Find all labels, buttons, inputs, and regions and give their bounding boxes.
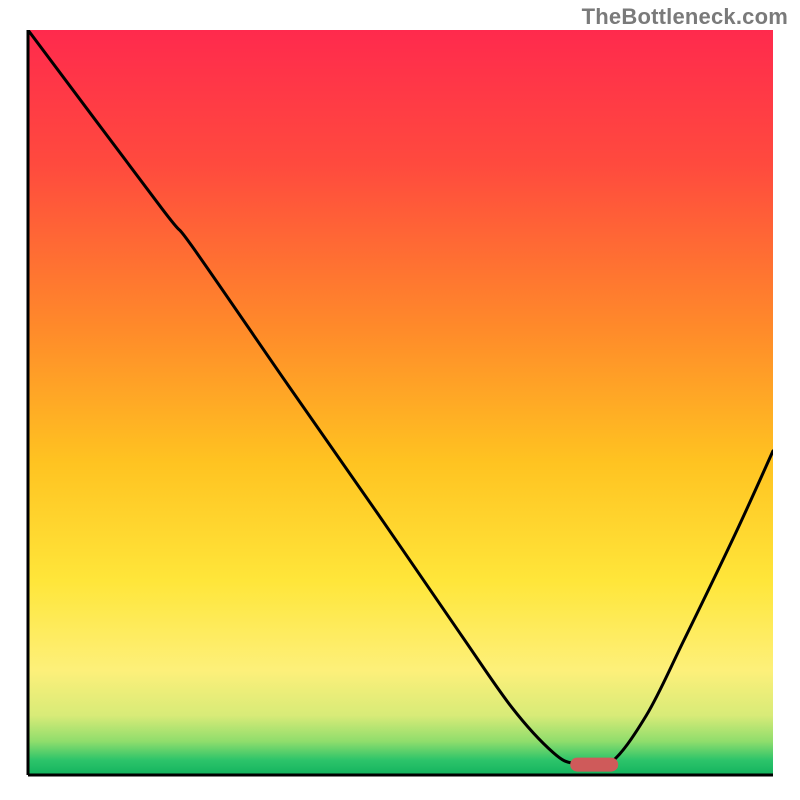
- bottleneck-chart: [0, 0, 800, 800]
- optimal-marker: [570, 758, 618, 772]
- chart-container: TheBottleneck.com: [0, 0, 800, 800]
- gradient-background: [28, 30, 773, 775]
- watermark-text: TheBottleneck.com: [582, 4, 788, 30]
